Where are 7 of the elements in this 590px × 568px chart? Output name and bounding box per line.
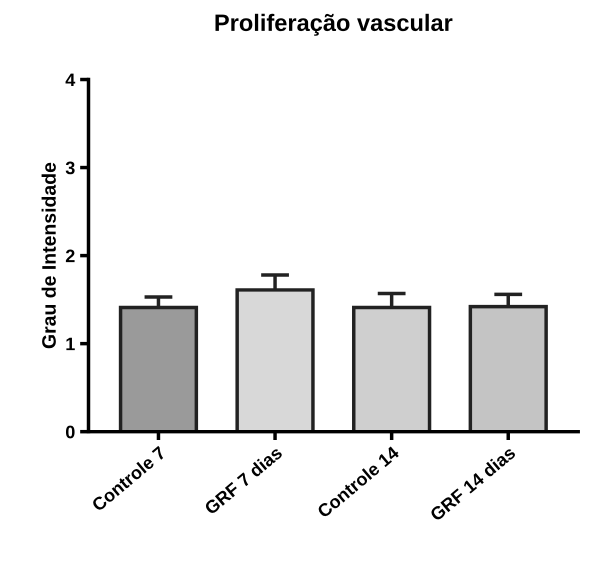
- chart-title: Proliferação vascular: [216, 14, 452, 36]
- y-tick-label: 2: [66, 250, 75, 262]
- y-tick-label: 0: [66, 426, 75, 438]
- y-tick-label: 4: [66, 74, 76, 86]
- y-tick-label: 3: [66, 161, 75, 174]
- y-tick-label: 1: [66, 338, 75, 350]
- y-axis-title: Grau de Intensidade: [42, 162, 56, 348]
